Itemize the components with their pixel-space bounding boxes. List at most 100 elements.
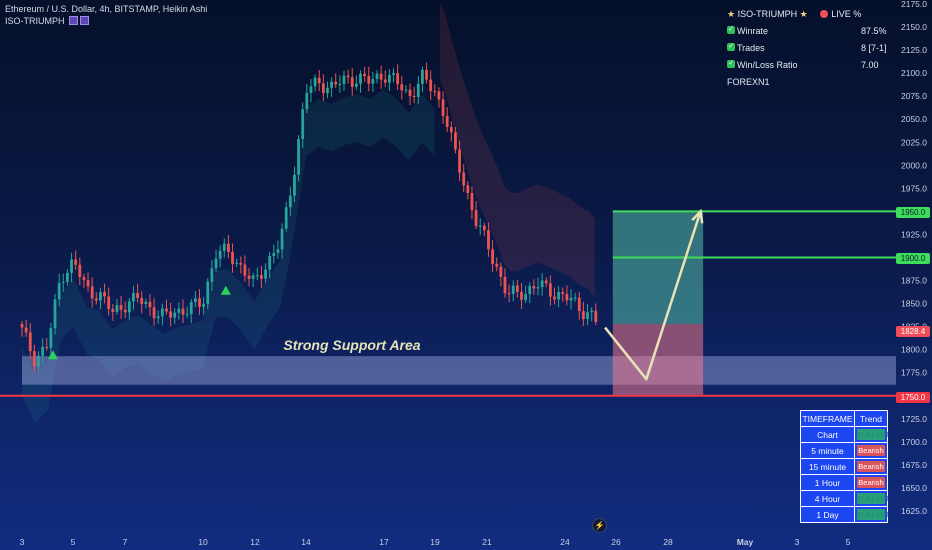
candle-body (569, 297, 573, 301)
candle-body (260, 275, 263, 279)
candle-body (66, 272, 69, 282)
candle-body (528, 286, 532, 295)
candle-body (280, 228, 284, 250)
y-tick-label: 1975.0 (901, 183, 927, 193)
candle-body (111, 308, 115, 312)
candle-body (387, 74, 391, 83)
candle-body (202, 303, 206, 307)
candle-body (214, 258, 218, 269)
settings-icon[interactable] (69, 16, 79, 25)
x-tick-label: 5 (71, 537, 76, 547)
y-tick-label: 1850.0 (901, 299, 927, 309)
candle-body (367, 76, 371, 84)
candle-body (243, 264, 247, 276)
y-tick-label: 2000.0 (901, 160, 927, 170)
candle-body (532, 286, 536, 289)
candle-body (359, 73, 362, 84)
candle-body (520, 291, 523, 300)
candle-body (334, 81, 338, 85)
candle-body (28, 332, 32, 352)
x-tick-label: 19 (430, 537, 440, 547)
stats-value: 7.00 (861, 60, 879, 70)
candle-body (421, 69, 424, 84)
candle-body (330, 81, 333, 88)
candle-body (338, 83, 342, 85)
candle-body (573, 297, 577, 299)
y-tick-label: 2150.0 (901, 22, 927, 32)
candle-body (284, 207, 288, 229)
candle-body (346, 75, 350, 78)
candle-body (474, 210, 478, 226)
support-zone (22, 356, 603, 385)
candle-body (37, 355, 40, 367)
price-tag-current: 1828.4 (896, 326, 930, 337)
projection-loss-box (612, 323, 704, 396)
candle-body (94, 298, 98, 301)
y-tick-label: 1625.0 (901, 506, 927, 516)
table-row: 1 Day BULLISH (800, 506, 888, 523)
candle-body (78, 264, 82, 278)
check-icon: ✓ (727, 43, 735, 51)
timeframe-cell: 1 Day (800, 506, 855, 523)
table-row: 1 Hour Bearish (800, 474, 888, 491)
check-icon: ✓ (727, 60, 735, 68)
candle-body (392, 73, 395, 75)
candle-body (173, 312, 177, 318)
symbol-header: Ethereum / U.S. Dollar, 4h, BITSTAMP, He… (5, 4, 208, 14)
candle-body (404, 89, 408, 91)
candle-body (160, 308, 164, 317)
candle-body (297, 139, 300, 175)
candle-body (156, 316, 160, 319)
y-tick-label: 1875.0 (901, 276, 927, 286)
lightning-icon[interactable]: ⚡ (592, 518, 607, 533)
y-tick-label: 1925.0 (901, 229, 927, 239)
stats-title-row: ★ ISO-TRIUMPH ★ LIVE % (727, 6, 897, 23)
candle-body (276, 249, 280, 253)
stats-panel: ★ ISO-TRIUMPH ★ LIVE % ✓ Winrate 87.5% ✓… (727, 6, 897, 91)
candle-body (515, 285, 519, 292)
candle-body (268, 255, 272, 270)
stats-row: ✓ Win/Loss Ratio 7.00 (727, 57, 897, 74)
candle-body (454, 132, 457, 150)
projection-profit-box (612, 211, 704, 324)
candle-body (540, 280, 544, 288)
stats-title: ISO-TRIUMPH (737, 9, 798, 19)
x-tick-label: 5 (846, 537, 851, 547)
candle-body (470, 192, 474, 211)
candle-body (24, 327, 28, 333)
live-label: LIVE % (831, 9, 862, 19)
table-row: 5 minute Bearish (800, 442, 888, 459)
candle-body (400, 84, 404, 91)
candle-body (458, 149, 461, 173)
candle-body (144, 301, 148, 305)
candle-body (210, 268, 214, 282)
candle-body (499, 266, 503, 277)
y-tick-label: 2025.0 (901, 137, 927, 147)
price-tag-support: 1750.0 (896, 392, 930, 403)
candle-body (429, 79, 433, 91)
candle-body (127, 301, 131, 313)
y-tick-label: 1800.0 (901, 345, 927, 355)
buy-signal-triangle (47, 350, 58, 360)
candle-body (82, 277, 86, 281)
candle-body (590, 310, 594, 313)
timeframe-table: TIMEFRAME Trend Chart BULLISH 5 minute B… (800, 410, 888, 523)
stats-value: 87.5% (861, 26, 887, 36)
timeframe-cell: 1 Hour (800, 474, 855, 491)
price-tag-target-2: 1900.0 (896, 253, 930, 264)
candle-body (255, 275, 259, 277)
y-tick-label: 1650.0 (901, 483, 927, 493)
candle-body (189, 302, 193, 315)
candle-body (482, 225, 486, 231)
trend-cell: BULLISH (854, 426, 888, 443)
candle-body (536, 287, 540, 289)
x-tick-label: 3 (795, 537, 800, 547)
candle-body (466, 185, 470, 193)
visibility-icon[interactable] (80, 16, 90, 25)
candle-body (495, 263, 499, 267)
x-tick-label: 14 (301, 537, 311, 547)
x-tick-label: 12 (250, 537, 260, 547)
candle-body (342, 75, 346, 84)
